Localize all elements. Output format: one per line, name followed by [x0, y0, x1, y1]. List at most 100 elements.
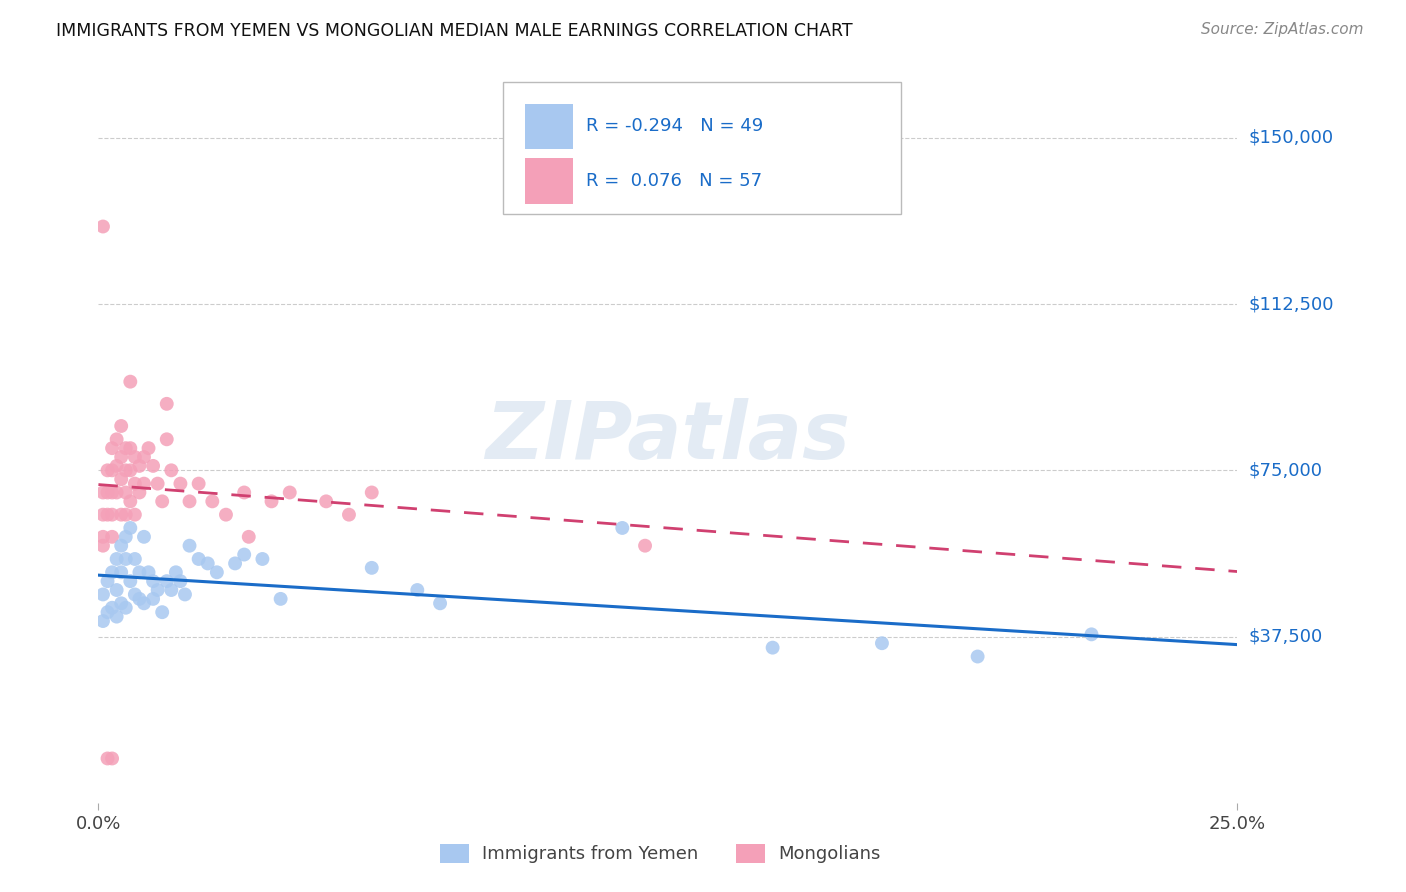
- Text: $150,000: $150,000: [1249, 128, 1333, 147]
- Point: [278, 485, 301, 500]
- Text: ZIPatlas: ZIPatlas: [485, 398, 851, 476]
- Point: [128, 458, 150, 473]
- Point: [156, 574, 179, 589]
- Text: Mongolians: Mongolians: [779, 845, 880, 863]
- Point: [101, 508, 124, 522]
- Point: [160, 582, 183, 597]
- Point: [124, 450, 146, 464]
- Point: [124, 476, 146, 491]
- Point: [142, 591, 165, 606]
- Point: [233, 548, 256, 562]
- Point: [114, 508, 136, 522]
- Point: [966, 649, 988, 664]
- Point: [124, 552, 146, 566]
- Point: [110, 508, 132, 522]
- Point: [169, 574, 191, 589]
- Point: [120, 441, 142, 455]
- Point: [260, 494, 283, 508]
- Bar: [526, 103, 574, 149]
- Point: [114, 463, 136, 477]
- Bar: [737, 845, 765, 863]
- Point: [105, 485, 128, 500]
- Point: [634, 539, 657, 553]
- FancyBboxPatch shape: [503, 82, 901, 214]
- Point: [120, 375, 142, 389]
- Point: [150, 605, 173, 619]
- Point: [91, 539, 114, 553]
- Point: [156, 432, 179, 446]
- Point: [165, 566, 187, 580]
- Text: IMMIGRANTS FROM YEMEN VS MONGOLIAN MEDIAN MALE EARNINGS CORRELATION CHART: IMMIGRANTS FROM YEMEN VS MONGOLIAN MEDIA…: [56, 22, 853, 40]
- Point: [91, 485, 114, 500]
- Point: [120, 494, 142, 508]
- Point: [238, 530, 260, 544]
- Point: [120, 574, 142, 589]
- Point: [96, 463, 118, 477]
- Point: [91, 614, 114, 628]
- Point: [110, 539, 132, 553]
- Point: [132, 476, 155, 491]
- Point: [91, 587, 114, 601]
- Point: [132, 530, 155, 544]
- Point: [429, 596, 451, 610]
- Point: [187, 476, 209, 491]
- Point: [270, 591, 292, 606]
- Point: [110, 450, 132, 464]
- Point: [612, 521, 634, 535]
- Point: [128, 566, 150, 580]
- Point: [132, 596, 155, 610]
- Point: [124, 508, 146, 522]
- Point: [101, 485, 124, 500]
- Point: [124, 587, 146, 601]
- Text: $75,000: $75,000: [1249, 461, 1323, 479]
- Point: [91, 530, 114, 544]
- Point: [101, 463, 124, 477]
- Point: [105, 552, 128, 566]
- Point: [146, 476, 169, 491]
- Point: [101, 751, 124, 765]
- Point: [110, 472, 132, 486]
- Point: [142, 574, 165, 589]
- Point: [360, 561, 382, 575]
- Text: Source: ZipAtlas.com: Source: ZipAtlas.com: [1201, 22, 1364, 37]
- Point: [101, 441, 124, 455]
- Point: [91, 508, 114, 522]
- Text: R =  0.076   N = 57: R = 0.076 N = 57: [586, 172, 762, 190]
- Point: [337, 508, 360, 522]
- Bar: [440, 845, 468, 863]
- Point: [160, 463, 183, 477]
- Text: Immigrants from Yemen: Immigrants from Yemen: [482, 845, 699, 863]
- Point: [201, 494, 224, 508]
- Point: [114, 600, 136, 615]
- Point: [110, 566, 132, 580]
- Point: [105, 458, 128, 473]
- Point: [174, 587, 197, 601]
- Point: [105, 582, 128, 597]
- Point: [128, 485, 150, 500]
- Point: [91, 219, 114, 234]
- Point: [96, 605, 118, 619]
- Point: [138, 441, 160, 455]
- Point: [762, 640, 785, 655]
- Point: [96, 574, 118, 589]
- Point: [197, 557, 219, 571]
- Point: [132, 450, 155, 464]
- Point: [156, 397, 179, 411]
- Text: $112,500: $112,500: [1249, 295, 1334, 313]
- Point: [96, 508, 118, 522]
- Point: [114, 485, 136, 500]
- Point: [101, 566, 124, 580]
- Point: [179, 494, 201, 508]
- Point: [114, 441, 136, 455]
- Point: [179, 539, 201, 553]
- Point: [138, 566, 160, 580]
- Point: [315, 494, 337, 508]
- Point: [150, 494, 173, 508]
- Point: [169, 476, 191, 491]
- Point: [360, 485, 382, 500]
- Point: [142, 458, 165, 473]
- Point: [233, 485, 256, 500]
- Text: R = -0.294   N = 49: R = -0.294 N = 49: [586, 117, 763, 136]
- Point: [870, 636, 893, 650]
- Point: [101, 600, 124, 615]
